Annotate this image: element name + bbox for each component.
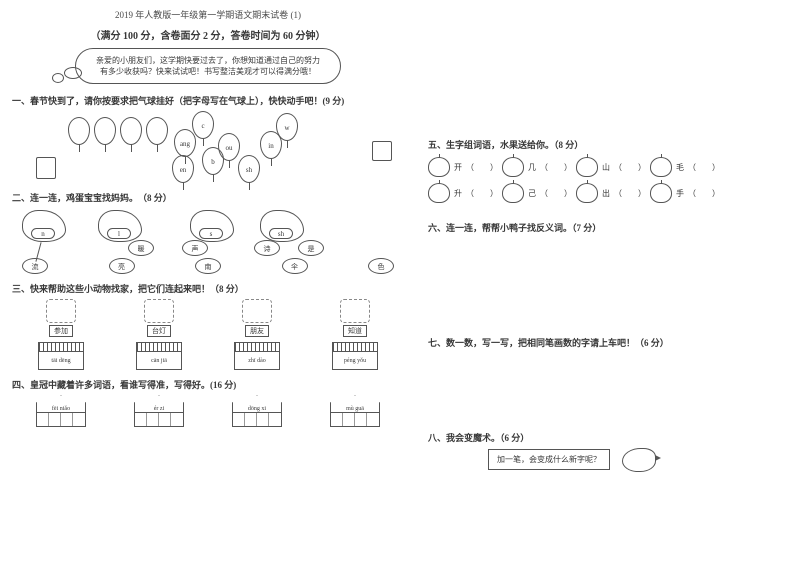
fruit-icon bbox=[428, 183, 450, 203]
section-4-heading: 四、皇冠中藏着许多词语，看谁写得准，写得好。(16 分) bbox=[12, 378, 404, 391]
chick: l bbox=[98, 210, 142, 242]
fruit-icon bbox=[650, 157, 672, 177]
section-8-heading: 八、我会变魔术。（6 分） bbox=[428, 431, 788, 444]
chick: n bbox=[22, 210, 66, 242]
animal-item: 台灯 bbox=[144, 299, 174, 336]
egg: 声 bbox=[182, 240, 208, 256]
exam-subtitle: （满分 100 分，含卷面分 2 分，答卷时间为 60 分钟） bbox=[12, 27, 404, 42]
char: 山 bbox=[602, 162, 610, 173]
house: péng yǒu bbox=[332, 342, 378, 370]
house: zhī dào bbox=[234, 342, 280, 370]
animal-icon bbox=[242, 299, 272, 323]
section-7-heading: 七、数一数，写一写，把相同笔画数的字请上车吧！（6 分） bbox=[428, 336, 788, 349]
chick: s bbox=[190, 210, 234, 242]
chick: sh bbox=[260, 210, 304, 242]
egg: 流 bbox=[22, 258, 48, 274]
house: tāi dēng bbox=[38, 342, 84, 370]
section-5-heading: 五、生字组词语，水果送给你。（8 分） bbox=[428, 138, 788, 151]
balloon: ang bbox=[174, 129, 196, 157]
stand-shengmu bbox=[36, 157, 56, 179]
egg: 暖 bbox=[128, 240, 154, 256]
egg: 是 bbox=[298, 240, 324, 256]
balloon-empty bbox=[120, 117, 142, 145]
char: 毛 bbox=[676, 162, 684, 173]
egg: 伞 bbox=[282, 258, 308, 274]
egg-row: 流 亮 南 暖 声 伞 色 诗 是 bbox=[22, 258, 394, 274]
crown: fēi niǎo bbox=[36, 395, 86, 427]
section-1-heading: 一、春节快到了，请你按要求把气球挂好（把字母写在气球上），快快动手吧！(9 分) bbox=[12, 94, 404, 107]
fruit-icon bbox=[502, 183, 524, 203]
egg: 色 bbox=[368, 258, 394, 274]
char: 出 bbox=[602, 188, 610, 199]
animal-item: 朋友 bbox=[242, 299, 272, 336]
animal-item: 参加 bbox=[46, 299, 76, 336]
char: 手 bbox=[676, 188, 684, 199]
section-2-heading: 二、连一连，鸡蛋宝宝找妈妈。 （8 分） bbox=[12, 191, 404, 204]
animal-icon bbox=[340, 299, 370, 323]
fruit-icon bbox=[576, 183, 598, 203]
fruit-row-2: 升（ ） 己（ ） 出（ ） 手（ ） bbox=[428, 183, 788, 203]
char: 几 bbox=[528, 162, 536, 173]
balloon: sh bbox=[238, 155, 260, 183]
fruit-icon bbox=[576, 157, 598, 177]
egg: 亮 bbox=[109, 258, 135, 274]
animal-icon bbox=[144, 299, 174, 323]
stand-yunmu bbox=[372, 141, 392, 161]
fruit-icon bbox=[502, 157, 524, 177]
egg: 南 bbox=[195, 258, 221, 274]
bird-icon bbox=[622, 448, 656, 472]
section-7-blank bbox=[428, 353, 788, 423]
fruit-row-1: 开（ ） 几（ ） 山（ ） 毛（ ） bbox=[428, 157, 788, 177]
animal-item: 知道 bbox=[340, 299, 370, 336]
section-6-blank bbox=[428, 238, 788, 328]
balloon-area: c w ang in ou b en sh bbox=[42, 111, 404, 183]
balloon: in bbox=[260, 131, 282, 159]
house-row: tāi dēng cān jiā zhī dào péng yǒu bbox=[12, 342, 404, 370]
house: cān jiā bbox=[136, 342, 182, 370]
char: 开 bbox=[454, 162, 462, 173]
crown: mù guā bbox=[330, 395, 380, 427]
balloon: c bbox=[192, 111, 214, 139]
balloon: b bbox=[202, 147, 224, 175]
char: 己 bbox=[528, 188, 536, 199]
animal-icon bbox=[46, 299, 76, 323]
crown-row: fēi niǎo ér zi dōng xi mù guā bbox=[12, 395, 404, 427]
balloon: en bbox=[172, 155, 194, 183]
chick-area: n l s sh 流 亮 南 暖 声 伞 色 诗 是 bbox=[12, 210, 404, 274]
magic-box: 加一笔，会变成什么新字呢？ bbox=[488, 449, 610, 470]
egg: 诗 bbox=[254, 240, 280, 256]
char: 升 bbox=[454, 188, 462, 199]
instruction-cloud: 亲爱的小朋友们，这学期快要过去了，你想知道通过自己的努力有多少收获吗？快来试试吧… bbox=[75, 48, 342, 84]
balloon-empty bbox=[146, 117, 168, 145]
section-3-heading: 三、快来帮助这些小动物找家，把它们连起来吧！（8 分） bbox=[12, 282, 404, 295]
animal-row: 参加 台灯 朋友 知道 bbox=[12, 299, 404, 336]
exam-title: 2019 年人教版一年级第一学期语文期末试卷 (1) bbox=[12, 8, 404, 21]
balloon-empty bbox=[94, 117, 116, 145]
fruit-icon bbox=[428, 157, 450, 177]
crown: dōng xi bbox=[232, 395, 282, 427]
crown: ér zi bbox=[134, 395, 184, 427]
section-6-heading: 六、连一连，帮帮小鸭子找反义词。（7 分） bbox=[428, 221, 788, 234]
balloon-empty bbox=[68, 117, 90, 145]
fruit-icon bbox=[650, 183, 672, 203]
